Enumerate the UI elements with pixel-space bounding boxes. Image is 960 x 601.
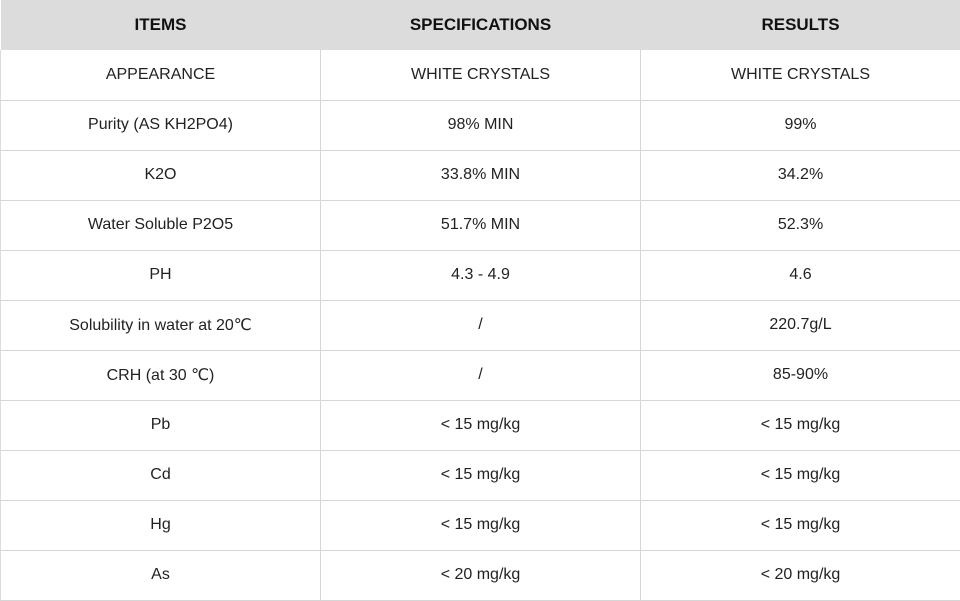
table-row: K2O 33.8% MIN 34.2% [1, 150, 960, 200]
result-cell: < 20 mg/kg [641, 550, 960, 600]
table-body: APPEARANCE WHITE CRYSTALS WHITE CRYSTALS… [1, 50, 960, 600]
specification-cell: 51.7% MIN [321, 200, 641, 250]
table-row: Purity (AS KH2PO4) 98% MIN 99% [1, 100, 960, 150]
result-cell: 99% [641, 100, 960, 150]
result-cell: < 15 mg/kg [641, 500, 960, 550]
result-cell: 85-90% [641, 350, 960, 400]
specification-cell: 98% MIN [321, 100, 641, 150]
item-cell: Pb [1, 400, 321, 450]
header-items: ITEMS [1, 0, 321, 50]
table-row: Cd < 15 mg/kg < 15 mg/kg [1, 450, 960, 500]
table-row: CRH (at 30 ℃) / 85-90% [1, 350, 960, 400]
item-cell: As [1, 550, 321, 600]
item-cell: Water Soluble P2O5 [1, 200, 321, 250]
specification-cell: / [321, 300, 641, 350]
result-cell: 34.2% [641, 150, 960, 200]
table-row: As < 20 mg/kg < 20 mg/kg [1, 550, 960, 600]
specification-cell: 4.3 - 4.9 [321, 250, 641, 300]
specification-cell: 33.8% MIN [321, 150, 641, 200]
item-cell: K2O [1, 150, 321, 200]
item-cell: Cd [1, 450, 321, 500]
item-cell: CRH (at 30 ℃) [1, 350, 321, 400]
header-results: RESULTS [641, 0, 960, 50]
item-cell: Hg [1, 500, 321, 550]
header-specifications: SPECIFICATIONS [321, 0, 641, 50]
table-row: Water Soluble P2O5 51.7% MIN 52.3% [1, 200, 960, 250]
result-cell: WHITE CRYSTALS [641, 50, 960, 100]
result-cell: 4.6 [641, 250, 960, 300]
result-cell: 52.3% [641, 200, 960, 250]
specification-cell: < 20 mg/kg [321, 550, 641, 600]
table-row: PH 4.3 - 4.9 4.6 [1, 250, 960, 300]
item-cell: PH [1, 250, 321, 300]
table-row: Pb < 15 mg/kg < 15 mg/kg [1, 400, 960, 450]
item-cell: APPEARANCE [1, 50, 321, 100]
table-row: Hg < 15 mg/kg < 15 mg/kg [1, 500, 960, 550]
table-row: APPEARANCE WHITE CRYSTALS WHITE CRYSTALS [1, 50, 960, 100]
result-cell: 220.7g/L [641, 300, 960, 350]
item-cell: Solubility in water at 20℃ [1, 300, 321, 350]
header-row: ITEMS SPECIFICATIONS RESULTS [1, 0, 960, 50]
result-cell: < 15 mg/kg [641, 450, 960, 500]
item-cell: Purity (AS KH2PO4) [1, 100, 321, 150]
result-cell: < 15 mg/kg [641, 400, 960, 450]
specification-cell: < 15 mg/kg [321, 500, 641, 550]
specification-cell: < 15 mg/kg [321, 400, 641, 450]
table-header: ITEMS SPECIFICATIONS RESULTS [1, 0, 960, 50]
table-row: Solubility in water at 20℃ / 220.7g/L [1, 300, 960, 350]
specification-cell: WHITE CRYSTALS [321, 50, 641, 100]
specification-cell: / [321, 350, 641, 400]
specification-cell: < 15 mg/kg [321, 450, 641, 500]
